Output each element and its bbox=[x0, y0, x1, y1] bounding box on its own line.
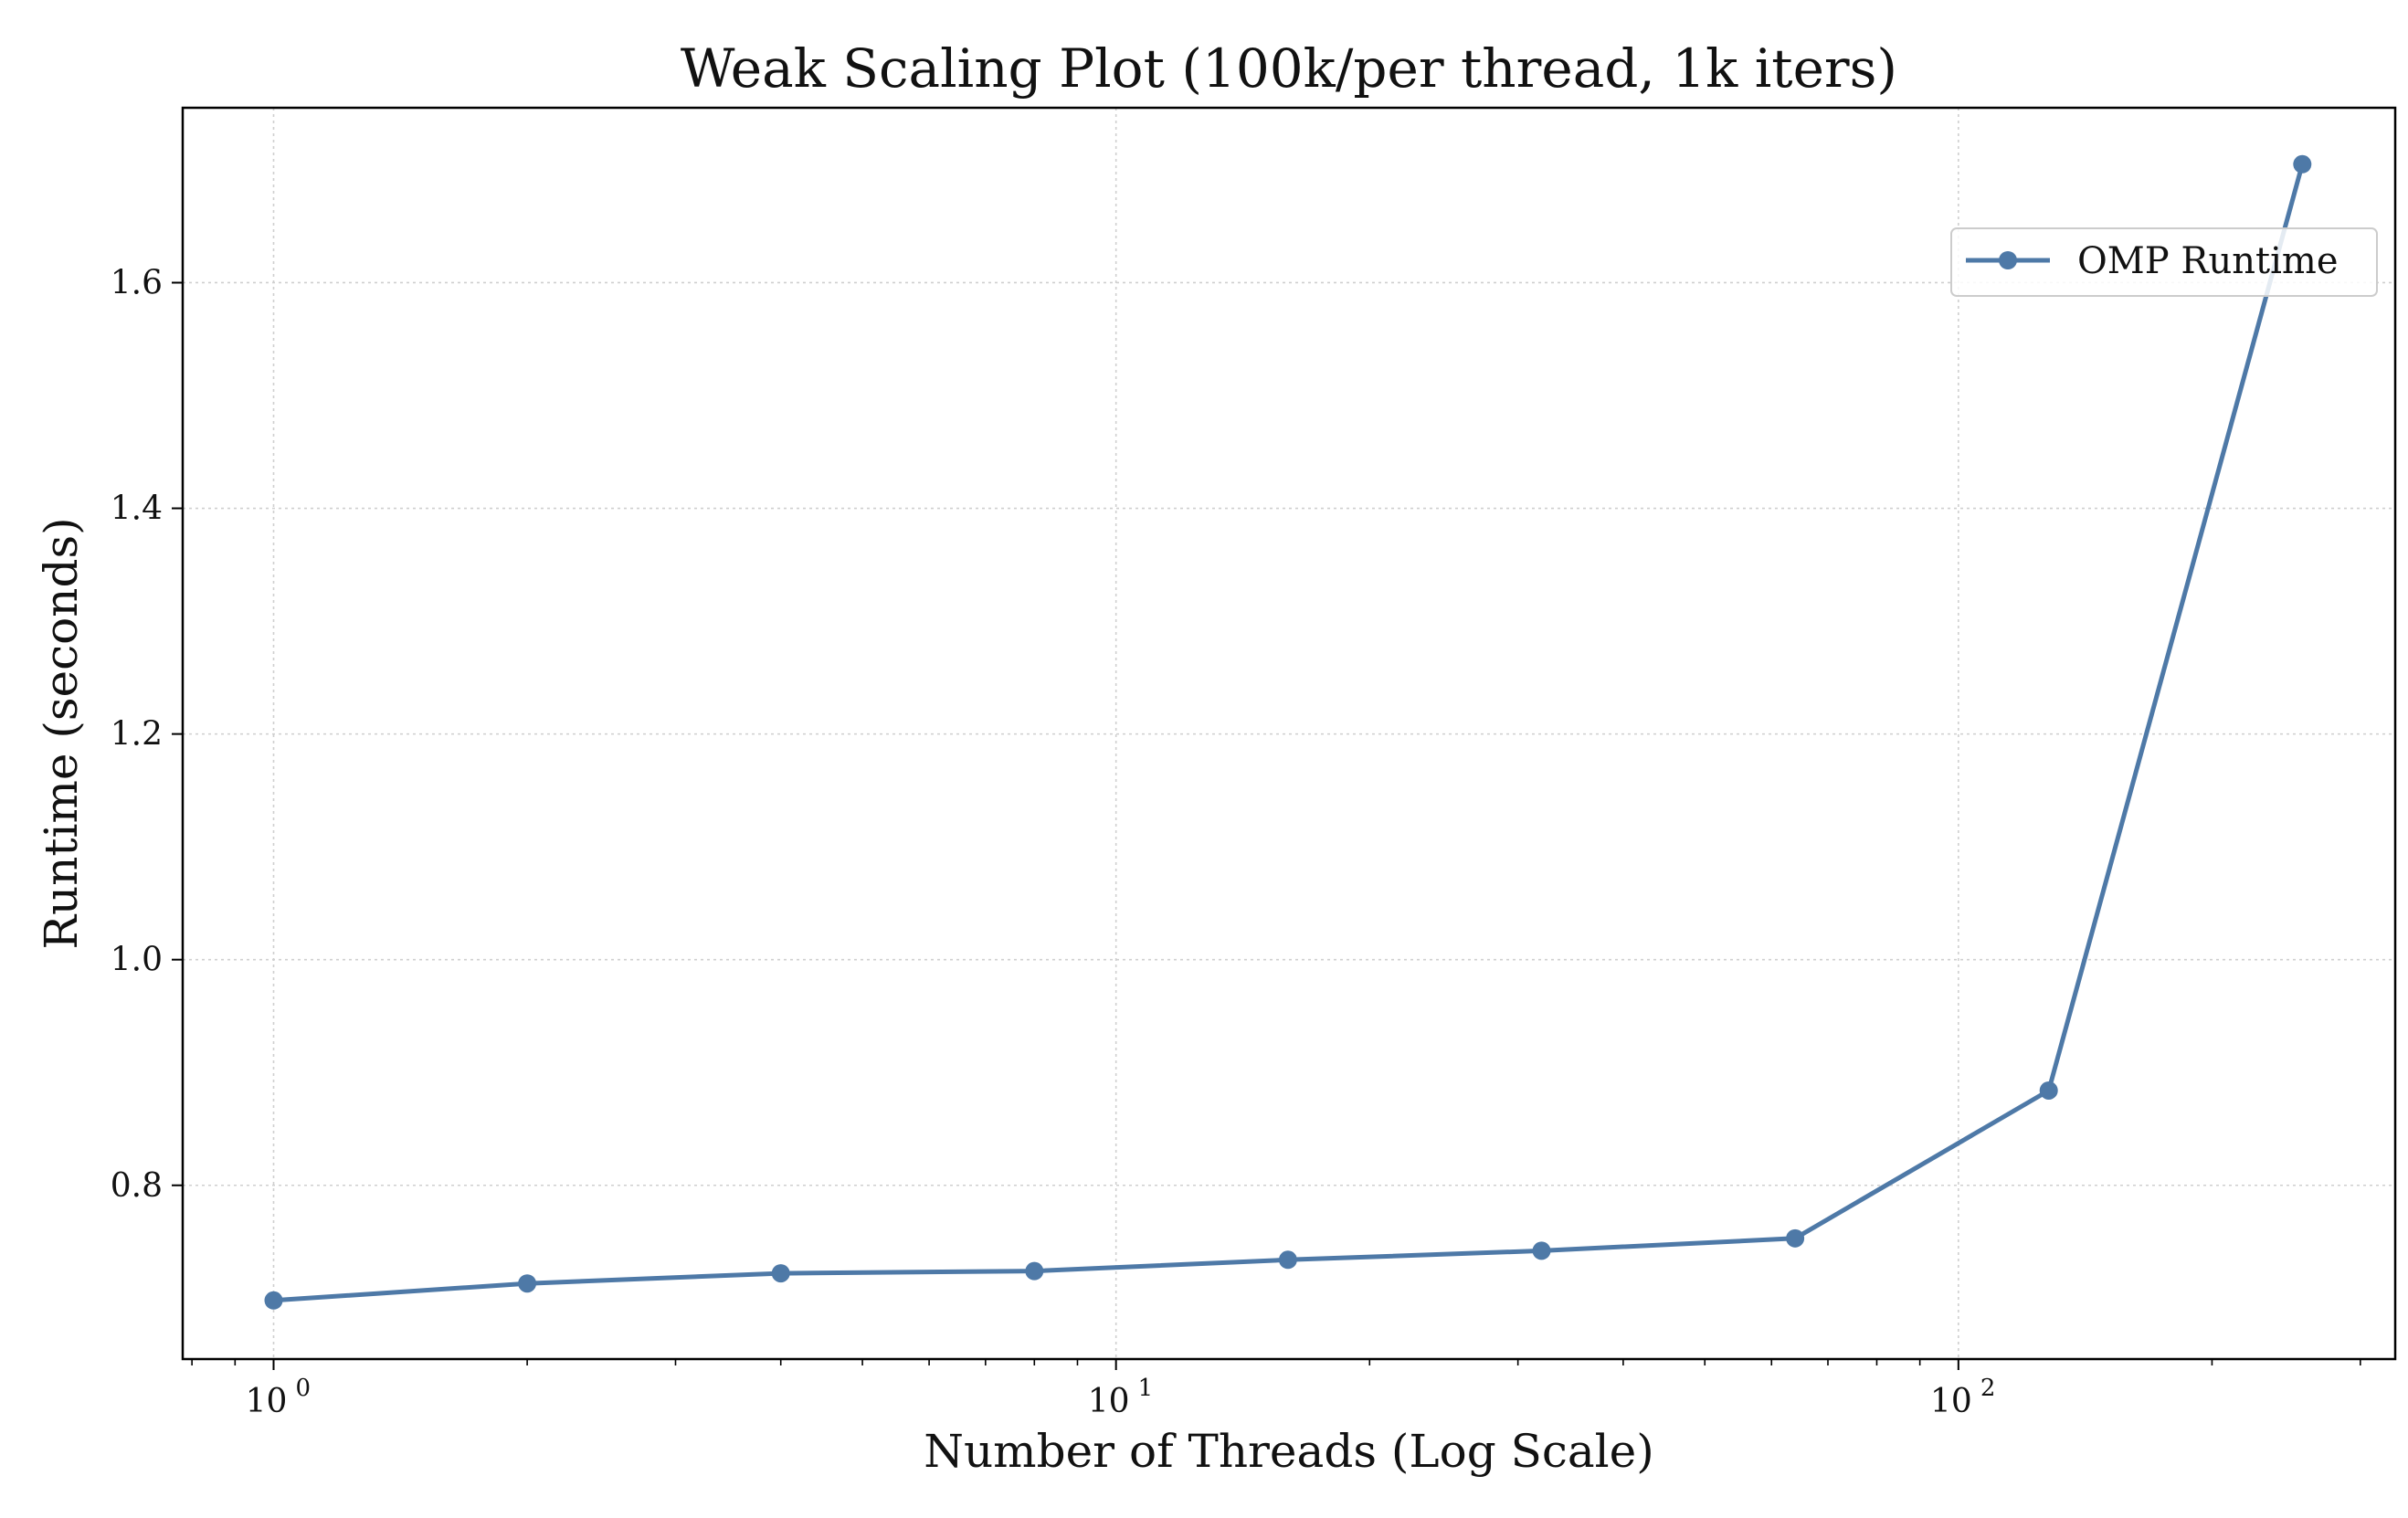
plot-area-frame bbox=[181, 106, 2397, 1361]
series-line-omp-runtime bbox=[271, 162, 2305, 1303]
data-point bbox=[1278, 1250, 1297, 1270]
x-tick-label-exponent: 0 bbox=[296, 1375, 312, 1402]
data-point bbox=[1532, 1241, 1551, 1260]
data-point bbox=[771, 1264, 790, 1283]
x-tick-label: 10 bbox=[1088, 1383, 1130, 1420]
y-axis-label: Runtime (seconds) bbox=[35, 517, 88, 949]
legend-marker-swatch bbox=[1999, 251, 2017, 269]
data-point bbox=[1025, 1261, 1044, 1281]
legend: OMP Runtime bbox=[1950, 227, 2378, 297]
data-point bbox=[264, 1291, 283, 1310]
y-tick-label: 1.6 bbox=[111, 264, 163, 301]
series bbox=[264, 154, 2312, 1310]
y-tick-label: 1.4 bbox=[111, 490, 163, 528]
x-axis-label: Number of Threads (Log Scale) bbox=[924, 1425, 1654, 1478]
data-point bbox=[2039, 1081, 2058, 1100]
x-tick-label-exponent: 2 bbox=[1980, 1375, 1996, 1402]
data-point bbox=[518, 1274, 537, 1293]
data-point bbox=[1786, 1228, 1805, 1248]
legend-box bbox=[1950, 227, 2378, 297]
chart-title: Weak Scaling Plot (100k/per thread, 1k i… bbox=[681, 37, 1897, 100]
x-tick-label: 10 bbox=[246, 1383, 288, 1420]
legend-entry-label: OMP Runtime bbox=[2077, 240, 2339, 282]
y-tick-label: 1.2 bbox=[111, 716, 163, 754]
x-tick-label-exponent: 1 bbox=[1138, 1375, 1154, 1402]
axis-ticks: 10 0 10 1 10 2 0.8 1.0 1.2 1.4 1.6 bbox=[111, 264, 1996, 1420]
y-tick-label: 1.0 bbox=[111, 942, 163, 979]
x-tick-label: 10 bbox=[1930, 1383, 1972, 1420]
y-tick-label: 0.8 bbox=[111, 1167, 163, 1205]
data-point bbox=[2293, 154, 2312, 174]
